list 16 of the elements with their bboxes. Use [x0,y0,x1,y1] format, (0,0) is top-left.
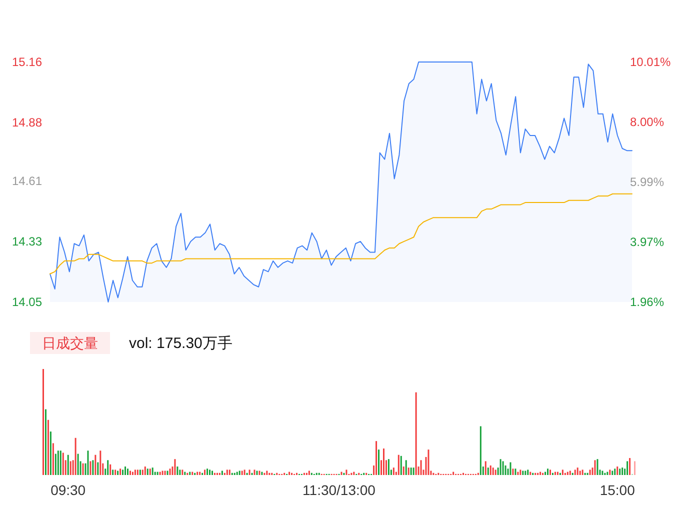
line-series [50,193,632,274]
x-tick-label: 09:30 [50,482,86,498]
y-tick-label: 14.88 [12,116,42,130]
y2-tick-label: 1.96% [630,295,664,309]
y-tick-label: 14.33 [12,234,42,248]
x-tick-label: 15:00 [600,482,636,498]
y-tick-label: 14.05 [12,295,42,309]
y2-tick-label: 3.97% [630,235,664,250]
y-tick-label: 15.16 [12,55,42,69]
text: 日成交量 [42,335,98,351]
y2-tick-label: 5.99% [630,174,664,189]
y2-tick-label: 10.01% [630,55,672,69]
y-tick-label: 14.61 [12,174,42,188]
y2-tick-label: 8.00% [630,114,664,129]
text: vol: 175.30万手 [129,335,232,352]
x-tick-label: 11:30/13:00 [302,482,376,498]
